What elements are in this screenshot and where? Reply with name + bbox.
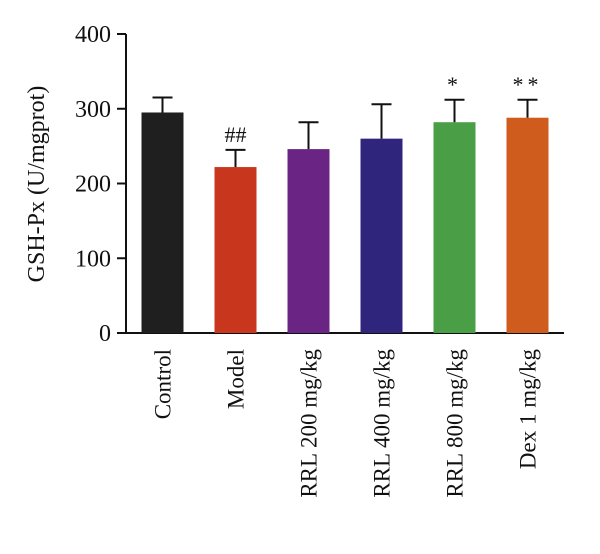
y-tick-label: 300	[75, 97, 111, 123]
x-category-label: RRL 200 mg/kg	[297, 349, 322, 498]
bar	[506, 117, 549, 333]
bar	[214, 167, 257, 333]
bar	[287, 149, 330, 333]
x-category-label: Control	[151, 349, 176, 419]
bars	[141, 112, 549, 333]
x-category-label: Model	[224, 349, 249, 409]
bar	[433, 122, 476, 333]
y-tick-label: 200	[75, 172, 111, 198]
bar	[141, 112, 184, 333]
significance-marks: ##* **	[225, 72, 543, 147]
bar	[360, 138, 403, 333]
x-axis-categories: Control Model RRL 200 mg/kg RRL 400 mg/kg RR…	[151, 349, 541, 498]
significance-mark: **	[513, 72, 543, 97]
y-axis-ticks: 0 100 200 300 400	[75, 22, 126, 347]
significance-mark: *	[447, 72, 462, 97]
error-bars	[152, 96, 538, 168]
x-category-label: RRL 800 mg/kg	[443, 349, 468, 498]
y-tick-label: 100	[75, 246, 111, 272]
y-axis-label: GSH-Px (U/mgprot)	[24, 86, 50, 283]
y-tick-label: 0	[99, 321, 111, 347]
axes	[125, 34, 564, 334]
significance-mark: ##	[225, 122, 247, 147]
y-tick-label: 400	[75, 22, 111, 48]
x-category-label: Dex 1 mg/kg	[516, 349, 541, 470]
x-category-label: RRL 400 mg/kg	[370, 349, 395, 498]
